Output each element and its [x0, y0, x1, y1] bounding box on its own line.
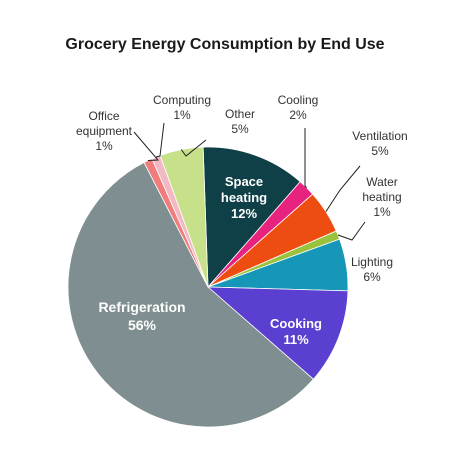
slice-label-line: 1%: [173, 108, 191, 122]
slice-label-other: Other 5%: [225, 107, 255, 136]
slice-label-line: 5%: [231, 122, 249, 136]
leader-line-ventilation: [325, 165, 361, 212]
slice-label-office-equipment: Office equipment 1%: [76, 109, 133, 153]
leader-line-water-heating: [337, 221, 366, 241]
slice-label-lighting: Lighting 6%: [351, 255, 393, 284]
slice-label-line: 56%: [128, 317, 157, 333]
slice-label-water-heating: Water heating 1%: [362, 175, 401, 219]
slice-label-line: equipment: [76, 124, 133, 138]
chart-title: Grocery Energy Consumption by End Use: [65, 36, 385, 53]
slice-label-line: heating: [362, 190, 401, 204]
slice-label-line: 1%: [95, 139, 113, 153]
slice-label-cooking: Cooking 11%: [270, 316, 322, 347]
slice-label-line: 11%: [283, 332, 309, 347]
pie-slice-cooking: [206, 286, 349, 380]
slice-label-line: 6%: [363, 270, 381, 284]
pie-slice-space-heating: [202, 146, 301, 289]
slice-label-line: 5%: [371, 144, 389, 158]
leader-line-cooling: [304, 128, 307, 189]
slice-label-line: Office: [88, 109, 119, 123]
leader-line-computing: [155, 122, 165, 158]
slice-label-line: Other: [225, 107, 255, 121]
slice-label-line: 1%: [373, 205, 391, 219]
slice-label-line: Space: [225, 174, 263, 189]
slice-label-line: Water: [366, 175, 398, 189]
leader-line-office-equipment: [133, 131, 160, 161]
pie-slice-refrigeration: [67, 161, 314, 428]
slice-label-line: Cooking: [270, 316, 322, 331]
slice-label-cooling: Cooling 2%: [278, 93, 319, 122]
leader-line-other: [180, 139, 207, 157]
slice-label-space-heating: Space heating 12%: [221, 174, 267, 221]
slice-label-line: heating: [221, 190, 267, 205]
slice-label-line: 2%: [289, 108, 307, 122]
slice-label-line: 12%: [231, 206, 257, 221]
slice-label-line: Cooling: [278, 93, 319, 107]
slice-label-line: Computing: [153, 93, 211, 107]
slice-label-line: Lighting: [351, 255, 393, 269]
slice-label-computing: Computing 1%: [153, 93, 211, 122]
slice-label-line: Ventilation: [352, 129, 407, 143]
slice-label-line: Refrigeration: [98, 299, 185, 315]
slice-label-ventilation: Ventilation 5%: [352, 129, 407, 158]
slice-label-refrigeration: Refrigeration 56%: [98, 299, 185, 333]
